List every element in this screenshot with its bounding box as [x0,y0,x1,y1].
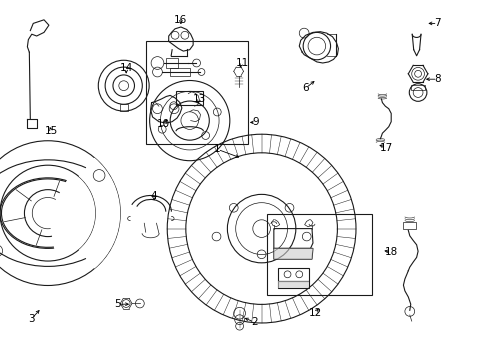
Wedge shape [79,158,120,269]
Text: 4: 4 [150,191,157,201]
Bar [166,58,178,68]
Text: 17: 17 [379,143,392,153]
Text: 7: 7 [433,18,440,28]
Text: 15: 15 [44,126,58,136]
Text: 1: 1 [214,144,221,154]
Text: 2: 2 [250,317,257,327]
Text: 6: 6 [302,83,308,93]
Text: 16: 16 [174,15,187,25]
Text: 18: 18 [384,247,397,257]
Text: 5: 5 [114,299,121,309]
Bar [145,41,248,144]
Text: 13: 13 [192,94,206,104]
Text: 12: 12 [308,308,322,318]
Bar [176,91,203,105]
Bar [120,104,127,111]
Polygon shape [273,248,312,259]
Text: 14: 14 [119,63,133,73]
Text: 11: 11 [235,58,248,68]
Text: 8: 8 [433,74,440,84]
Polygon shape [277,281,308,288]
Bar [170,68,189,76]
Text: 9: 9 [252,117,259,127]
Bar [403,222,415,229]
Bar [266,214,371,295]
Text: 3: 3 [28,314,35,324]
Wedge shape [48,173,94,259]
Text: 10: 10 [157,119,170,129]
Bar [410,85,425,90]
